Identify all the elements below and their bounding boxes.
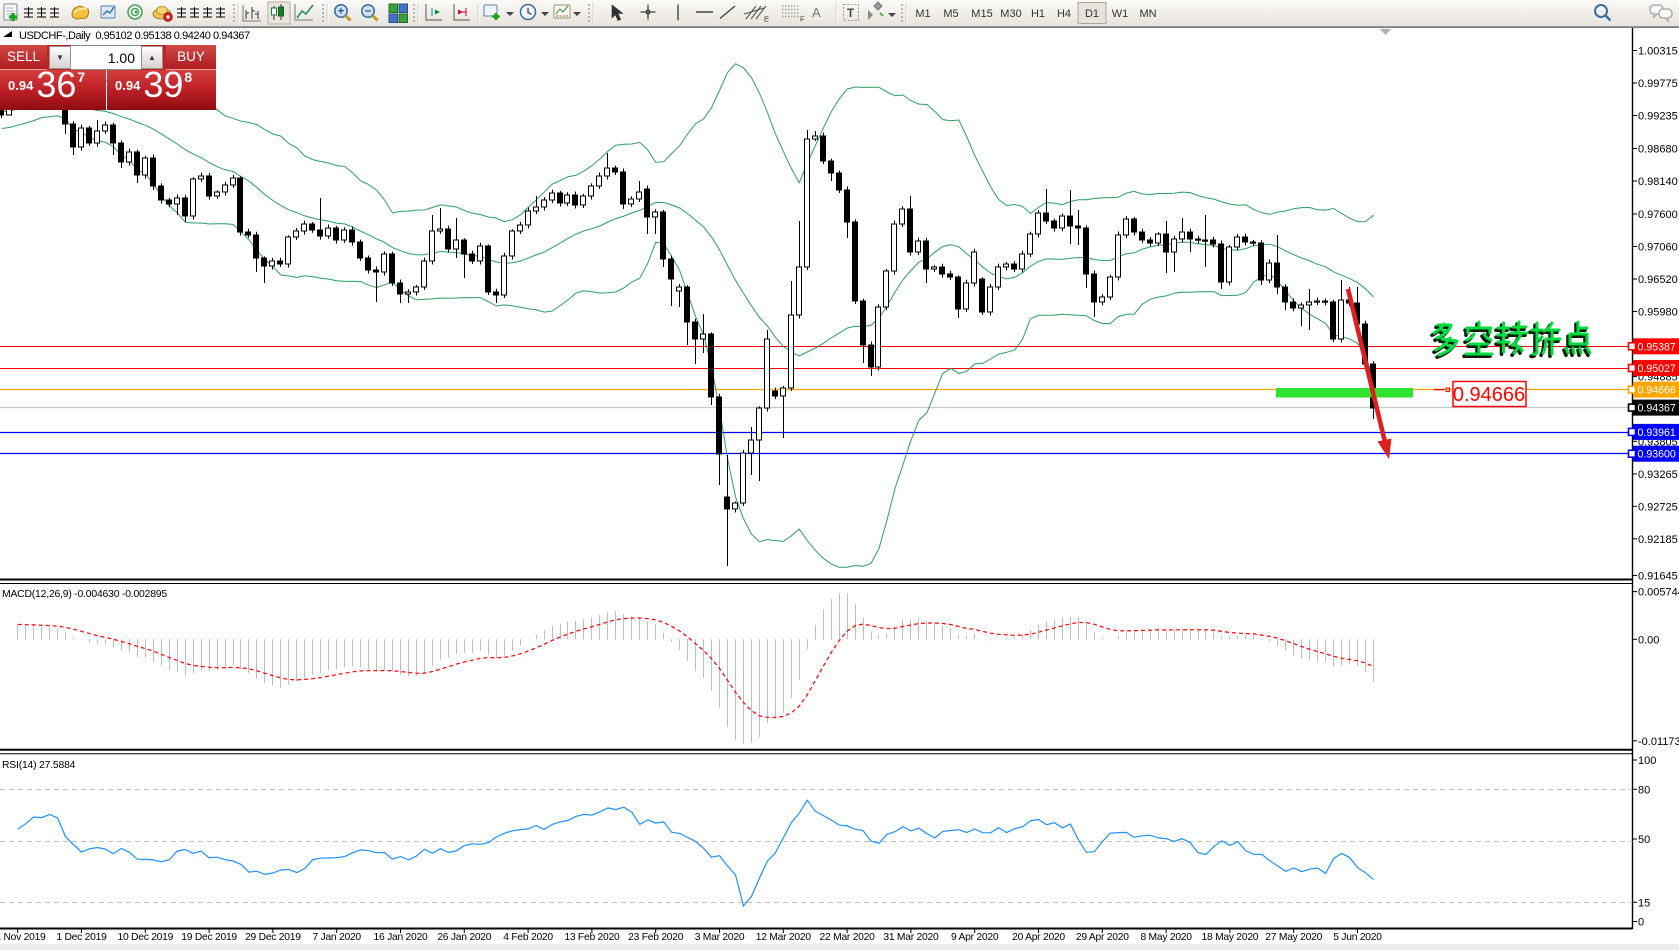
svg-text:0.94367: 0.94367 xyxy=(1638,403,1676,415)
svg-text:T: T xyxy=(847,8,854,20)
svg-text:0.94666: 0.94666 xyxy=(1453,384,1525,406)
svg-text:1 Dec 2019: 1 Dec 2019 xyxy=(56,932,107,943)
svg-text:M1: M1 xyxy=(915,8,930,20)
svg-text:10 Dec 2019: 10 Dec 2019 xyxy=(117,932,173,943)
svg-text:M5: M5 xyxy=(943,8,958,20)
svg-text:0.93265: 0.93265 xyxy=(1638,469,1678,481)
svg-text:1.00315: 1.00315 xyxy=(1638,46,1678,58)
svg-text:16 Jan 2020: 16 Jan 2020 xyxy=(374,932,428,943)
svg-text:50: 50 xyxy=(1638,834,1650,846)
svg-text:+: + xyxy=(338,6,344,18)
svg-text:7 Jan 2020: 7 Jan 2020 xyxy=(312,932,361,943)
svg-text:15: 15 xyxy=(1638,897,1650,909)
svg-text:D1: D1 xyxy=(1085,8,1099,20)
svg-text:0.95027: 0.95027 xyxy=(1638,363,1676,375)
svg-text:H1: H1 xyxy=(1031,8,1045,20)
svg-text:0: 0 xyxy=(1638,917,1644,929)
svg-text:MN: MN xyxy=(1139,8,1156,20)
svg-text:0.92185: 0.92185 xyxy=(1638,534,1678,546)
svg-text:0.92725: 0.92725 xyxy=(1638,501,1678,513)
svg-text:0.98140: 0.98140 xyxy=(1638,176,1678,188)
svg-text:0.00: 0.00 xyxy=(1638,634,1659,646)
svg-text:22 Mar 2020: 22 Mar 2020 xyxy=(820,932,876,943)
svg-text:0.005744: 0.005744 xyxy=(1638,587,1679,599)
svg-text:80: 80 xyxy=(1638,784,1650,796)
svg-text:9 Apr 2020: 9 Apr 2020 xyxy=(951,932,999,943)
svg-text:H4: H4 xyxy=(1057,8,1071,20)
svg-text:0.95980: 0.95980 xyxy=(1638,307,1678,319)
svg-text:26 Jan 2020: 26 Jan 2020 xyxy=(437,932,491,943)
svg-text:0.99775: 0.99775 xyxy=(1638,78,1678,90)
svg-text:F: F xyxy=(800,15,805,24)
svg-text:8 May 2020: 8 May 2020 xyxy=(1140,932,1192,943)
svg-text:RSI(14) 27.5884: RSI(14) 27.5884 xyxy=(2,760,76,771)
svg-text:19 Dec 2019: 19 Dec 2019 xyxy=(181,932,237,943)
svg-text:A: A xyxy=(812,5,821,20)
svg-text:0.97600: 0.97600 xyxy=(1638,209,1678,221)
svg-text:13 Feb 2020: 13 Feb 2020 xyxy=(564,932,620,943)
svg-text:0.99235: 0.99235 xyxy=(1638,111,1678,123)
svg-text:100: 100 xyxy=(1638,755,1656,767)
svg-text:0.97060: 0.97060 xyxy=(1638,242,1678,254)
svg-text:W1: W1 xyxy=(1112,8,1129,20)
svg-text:-0.011738: -0.011738 xyxy=(1638,736,1679,748)
svg-text:27 May 2020: 27 May 2020 xyxy=(1265,932,1322,943)
svg-text:M30: M30 xyxy=(1000,8,1021,20)
svg-text:3 Mar 2020: 3 Mar 2020 xyxy=(695,932,745,943)
svg-text:MACD(12,26,9) -0.004630 -0.002: MACD(12,26,9) -0.004630 -0.002895 xyxy=(2,589,167,600)
svg-text:12 Mar 2020: 12 Mar 2020 xyxy=(756,932,812,943)
svg-text:21 Nov 2019: 21 Nov 2019 xyxy=(0,932,46,943)
svg-text:20 Apr 2020: 20 Apr 2020 xyxy=(1012,932,1065,943)
svg-text:29 Apr 2020: 29 Apr 2020 xyxy=(1076,932,1129,943)
svg-text:29 Dec 2019: 29 Dec 2019 xyxy=(245,932,301,943)
svg-text:M15: M15 xyxy=(971,8,992,20)
svg-text:0.98680: 0.98680 xyxy=(1638,144,1678,156)
svg-text:E: E xyxy=(764,15,769,24)
svg-text:0.95387: 0.95387 xyxy=(1638,341,1676,353)
svg-text:0.93600: 0.93600 xyxy=(1638,449,1676,461)
svg-text:5 Jun 2020: 5 Jun 2020 xyxy=(1333,932,1382,943)
svg-text:0.96520: 0.96520 xyxy=(1638,274,1678,286)
svg-text:0.93961: 0.93961 xyxy=(1638,427,1676,439)
svg-text:18 May 2020: 18 May 2020 xyxy=(1202,932,1259,943)
svg-text:0.91645: 0.91645 xyxy=(1638,571,1678,583)
svg-text:4 Feb 2020: 4 Feb 2020 xyxy=(503,932,553,943)
svg-text:−: − xyxy=(365,6,371,18)
svg-text:31 Mar 2020: 31 Mar 2020 xyxy=(883,932,939,943)
svg-text:0.94666: 0.94666 xyxy=(1638,385,1676,397)
svg-text:USDCHF-,Daily 0.95102 0.95138: USDCHF-,Daily 0.95102 0.95138 0.94240 0.… xyxy=(19,30,250,42)
svg-text:23 Feb 2020: 23 Feb 2020 xyxy=(628,932,684,943)
